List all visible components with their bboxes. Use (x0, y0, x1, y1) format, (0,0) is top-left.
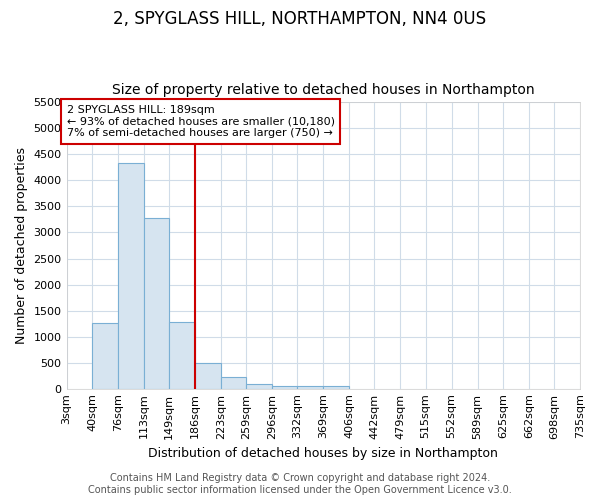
Y-axis label: Number of detached properties: Number of detached properties (15, 147, 28, 344)
Bar (195, 363, 221, 388)
Text: Contains HM Land Registry data © Crown copyright and database right 2024.
Contai: Contains HM Land Registry data © Crown c… (88, 474, 512, 495)
Bar (169, 322, 195, 388)
Bar (144, 218, 169, 388)
Text: 2, SPYGLASS HILL, NORTHAMPTON, NN4 0US: 2, SPYGLASS HILL, NORTHAMPTON, NN4 0US (113, 10, 487, 28)
Bar (272, 386, 298, 388)
Title: Size of property relative to detached houses in Northampton: Size of property relative to detached ho… (112, 83, 535, 97)
Bar (118, 163, 144, 388)
Bar (298, 386, 323, 388)
Bar (323, 386, 349, 388)
Bar (246, 384, 272, 388)
X-axis label: Distribution of detached houses by size in Northampton: Distribution of detached houses by size … (148, 447, 498, 460)
Text: 2 SPYGLASS HILL: 189sqm
← 93% of detached houses are smaller (10,180)
7% of semi: 2 SPYGLASS HILL: 189sqm ← 93% of detache… (67, 105, 335, 138)
Bar (92, 322, 118, 388)
Bar (221, 376, 246, 388)
